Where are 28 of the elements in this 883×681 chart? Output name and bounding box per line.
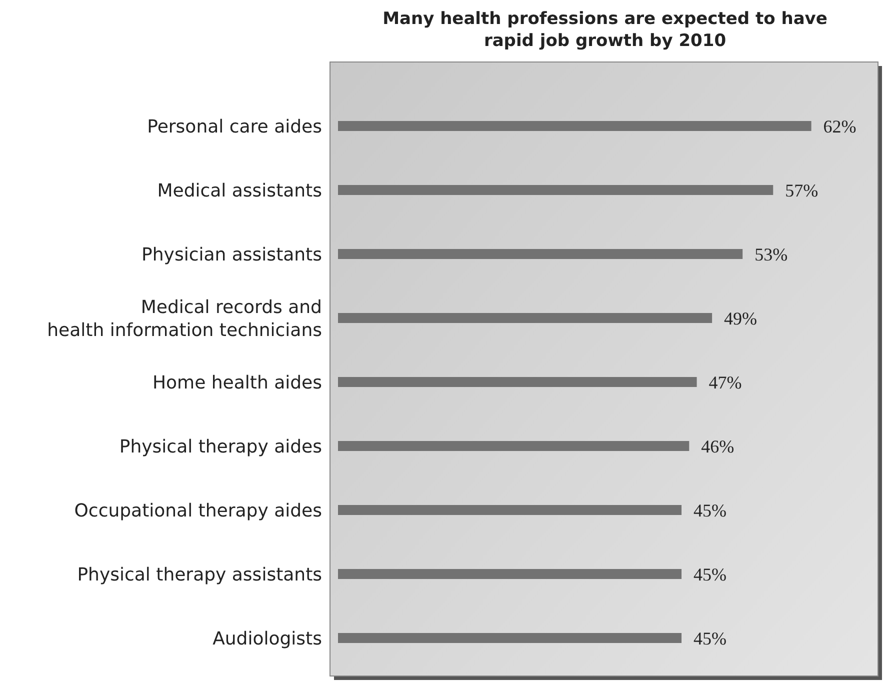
bar <box>338 121 812 131</box>
data-label: 62% <box>823 116 856 136</box>
y-tick-label: Personal care aides <box>147 116 322 138</box>
bar <box>338 569 682 579</box>
data-label: 53% <box>754 244 788 264</box>
y-tick-label: Home health aides <box>152 372 322 394</box>
data-label: 57% <box>785 180 818 200</box>
data-label: 46% <box>701 436 734 456</box>
y-tick-label: Occupational therapy aides <box>74 500 322 522</box>
bar <box>338 313 712 323</box>
data-label: 45% <box>694 564 727 584</box>
y-tick-label: Medical assistants <box>157 180 322 202</box>
y-tick-label: Audiologists <box>212 628 322 650</box>
y-tick-label: Physical therapy assistants <box>77 564 322 586</box>
bar <box>338 249 743 259</box>
data-label: 49% <box>724 308 758 328</box>
data-label: 47% <box>708 372 742 392</box>
y-tick-label: Physician assistants <box>142 244 322 266</box>
y-tick-label: Physical therapy aides <box>119 436 322 458</box>
chart-title: Many health professions are expected to have rapid job growth by 2010 <box>382 9 828 51</box>
bar <box>338 441 690 451</box>
y-tick-label: Medical records and health information technicians <box>47 296 322 341</box>
bar <box>338 505 682 515</box>
data-label: 45% <box>694 500 727 520</box>
bar <box>338 185 774 195</box>
bar <box>338 377 697 387</box>
data-label: 45% <box>694 628 727 648</box>
bar <box>338 633 682 643</box>
